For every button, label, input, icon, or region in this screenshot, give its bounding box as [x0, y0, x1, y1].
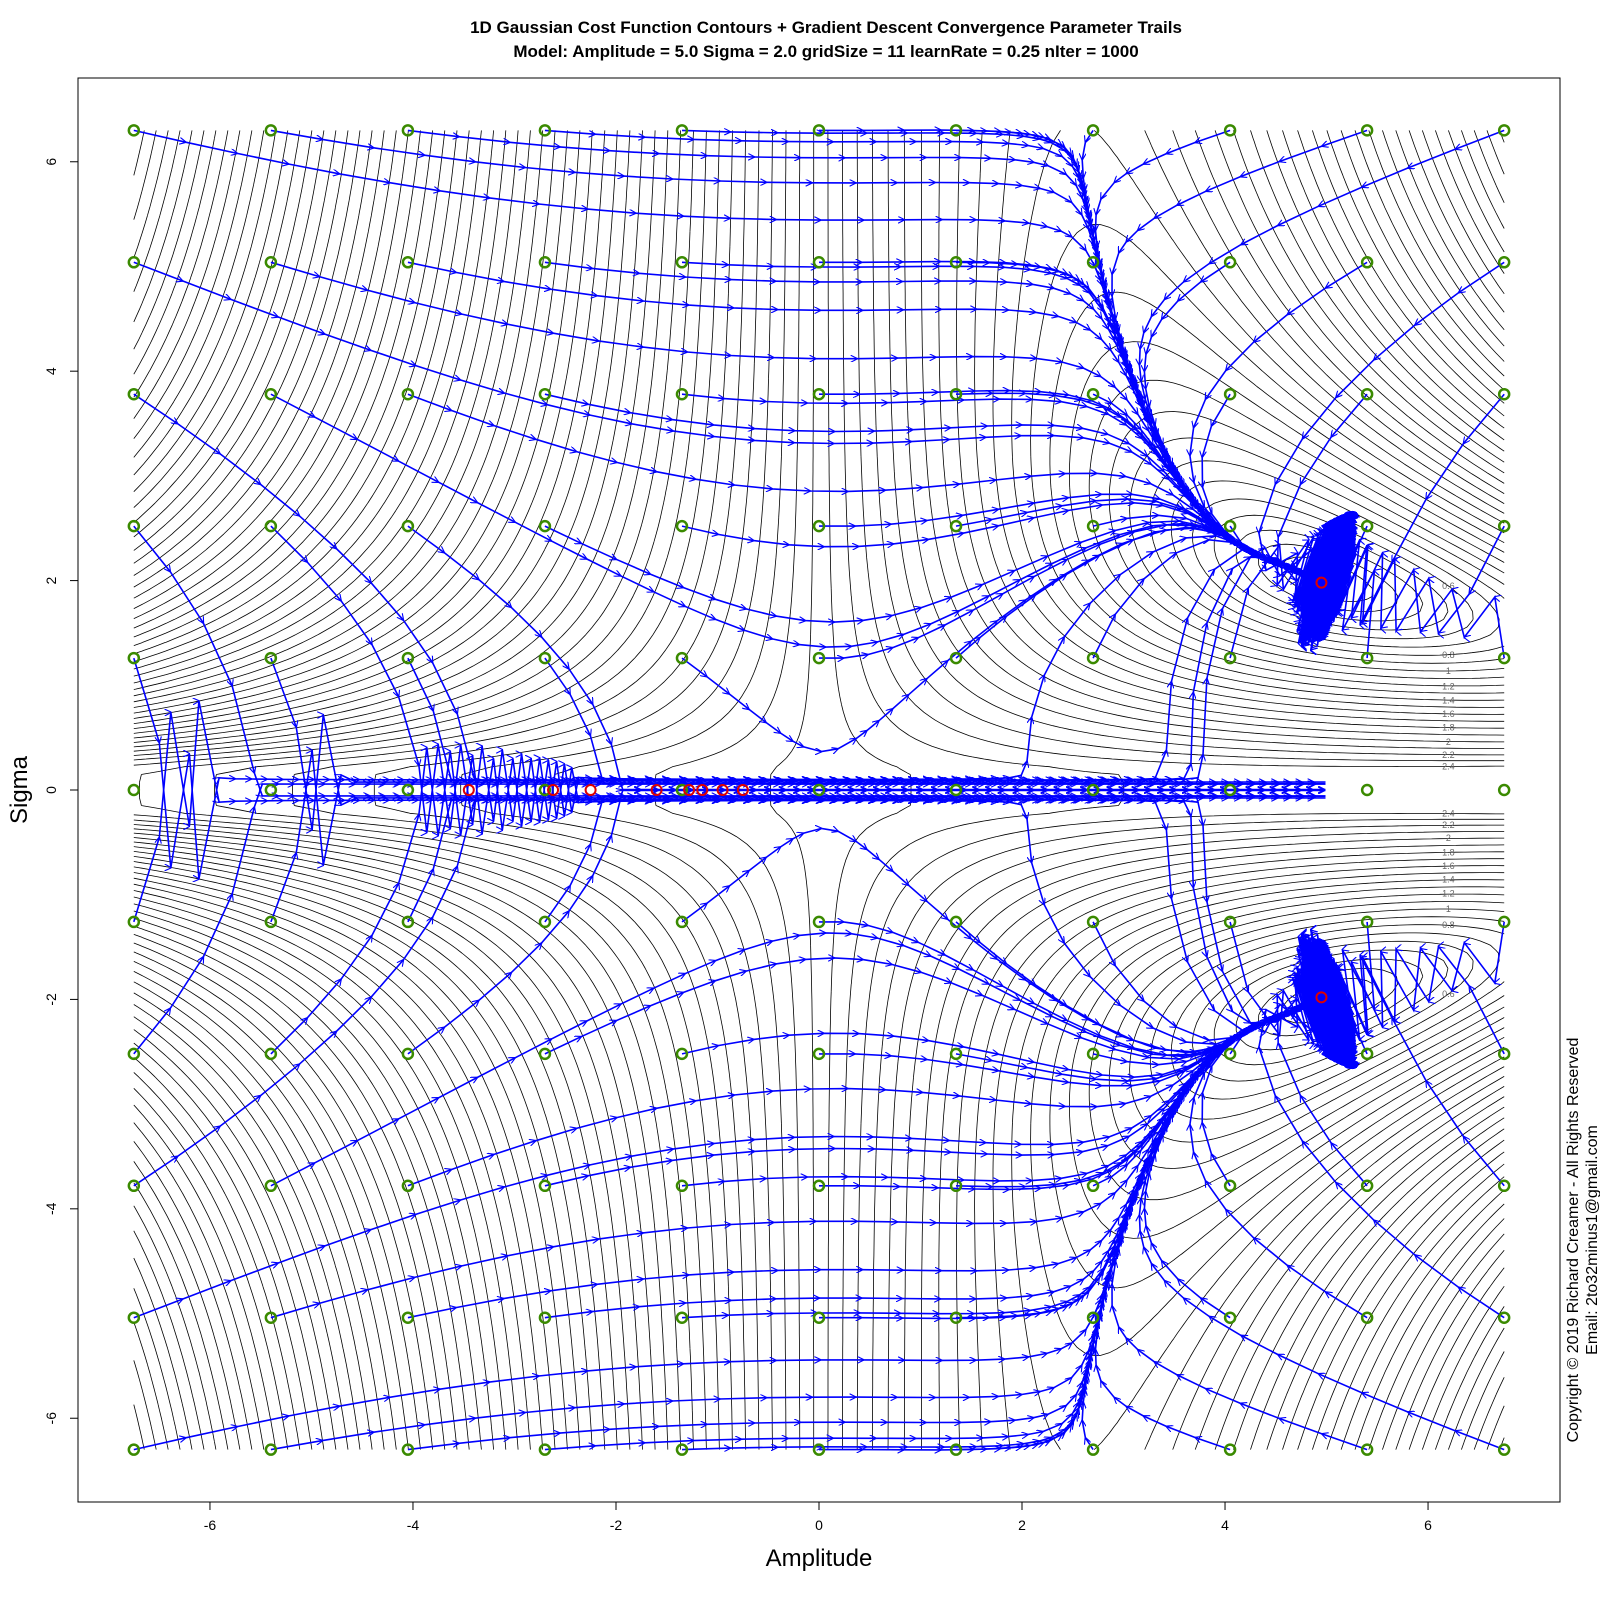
descent-trail	[956, 930, 1354, 1318]
y-axis-label: Sigma	[6, 755, 33, 824]
y-tick-label: 6	[43, 158, 59, 166]
start-point	[1088, 125, 1098, 135]
y-tick-label: 0	[43, 786, 59, 794]
start-point	[1088, 1181, 1098, 1191]
contour-level-label: 1.6	[1442, 709, 1455, 719]
start-point	[1362, 257, 1372, 267]
contour-level-label: 0.8	[1442, 650, 1455, 660]
start-point	[266, 257, 276, 267]
descent-trail	[271, 262, 1354, 639]
y-tick-label: -6	[43, 1412, 59, 1425]
descent-trail	[819, 941, 1355, 1190]
contour-level-label: 1.6	[1442, 861, 1455, 871]
contour-level-label: 0.8	[1442, 920, 1455, 930]
x-tick-label: -6	[204, 1517, 217, 1533]
end-point	[464, 785, 474, 795]
contour-level-label: 0.6	[1442, 989, 1455, 999]
contour-level-label: 2.2	[1442, 820, 1455, 830]
contour-level-label: 1.8	[1442, 723, 1455, 733]
contour-level-label: 1.2	[1442, 889, 1455, 899]
descent-trail	[408, 934, 1355, 1317]
descent-trail	[134, 800, 1354, 1186]
contour-level-label: 2.4	[1442, 809, 1455, 819]
contour-level-label: 2	[1446, 737, 1451, 747]
contour-level-label: 1	[1446, 666, 1451, 676]
contour-level-label: 1.8	[1442, 847, 1455, 857]
start-point	[1362, 389, 1372, 399]
descent-trail	[819, 391, 1355, 640]
descent-trail	[134, 394, 1354, 780]
contour-level-label: 2.4	[1442, 761, 1455, 771]
start-point	[403, 653, 413, 663]
descent-trail	[956, 262, 1354, 650]
start-point	[1088, 1445, 1098, 1455]
chart-subtitle: Model: Amplitude = 5.0 Sigma = 2.0 gridS…	[513, 42, 1138, 61]
x-axis-label: Amplitude	[766, 1545, 873, 1572]
start-point	[1362, 1181, 1372, 1191]
start-point	[1225, 1313, 1235, 1323]
start-point	[266, 1181, 276, 1191]
start-point	[1088, 389, 1098, 399]
x-tick-label: 2	[1018, 1517, 1026, 1533]
start-point	[1499, 785, 1509, 795]
y-tick-label: -2	[43, 993, 59, 1006]
y-tick-label: 4	[43, 367, 59, 375]
x-tick-label: 6	[1424, 1517, 1432, 1533]
start-point	[540, 653, 550, 663]
descent-trail	[408, 937, 1354, 1449]
start-point	[129, 785, 139, 795]
y-axis: -6 -4 -2 0 2 4 6	[43, 158, 78, 1425]
start-point	[266, 1313, 276, 1323]
contour-level-label: 0.6	[1442, 581, 1455, 591]
start-point	[1225, 257, 1235, 267]
contour-level-label: 2.2	[1442, 750, 1455, 760]
descent-trail	[134, 514, 1354, 879]
end-point	[586, 785, 596, 795]
chart-title: 1D Gaussian Cost Function Contours + Gra…	[470, 18, 1182, 37]
contour-level-label: 1	[1446, 904, 1451, 914]
descent-trail	[271, 940, 1354, 1317]
copyright-email: Email: 2to32minus1@gmail.com	[1584, 1125, 1600, 1355]
start-point	[266, 389, 276, 399]
y-tick-label: 2	[43, 576, 59, 584]
start-point	[403, 785, 413, 795]
descent-trail	[408, 262, 1355, 645]
descent-trail	[545, 796, 1326, 922]
contour-level-label: 2	[1446, 833, 1451, 843]
start-point	[1362, 125, 1372, 135]
x-tick-label: -4	[407, 1517, 420, 1533]
x-axis: -6 -4 -2 0 2 4 6	[204, 1502, 1432, 1533]
start-point	[1362, 1313, 1372, 1323]
x-tick-label: -2	[610, 1517, 623, 1533]
descent-trail	[682, 262, 1355, 634]
descent-trail	[1139, 130, 1504, 636]
contour-level-label: 1.4	[1442, 695, 1455, 705]
start-point	[403, 917, 413, 927]
start-point	[1362, 785, 1372, 795]
contour-level-label: 1.2	[1442, 681, 1455, 691]
y-tick-label: -4	[43, 1202, 59, 1215]
start-point	[540, 917, 550, 927]
contour-labels: 0.6 0.6 0.8 0.8 1 1 1.2 1.2 1.4 1.4 1.6 1.6 1.8 1.8 2 2…	[1442, 581, 1455, 999]
x-tick-label: 4	[1221, 1517, 1229, 1533]
descent-trail	[408, 130, 1354, 642]
copyright-line: Copyright © 2019 Richard Creamer - All R…	[1565, 1038, 1582, 1443]
descent-trail	[545, 658, 1326, 784]
start-point	[266, 785, 276, 795]
contour-level-label: 1.4	[1442, 875, 1455, 885]
start-point	[1362, 1445, 1372, 1455]
descent-trail	[682, 946, 1355, 1318]
descent-trail	[134, 701, 1354, 1066]
x-tick-label: 0	[815, 1517, 823, 1533]
gradient-descent-trails	[134, 130, 1504, 1450]
